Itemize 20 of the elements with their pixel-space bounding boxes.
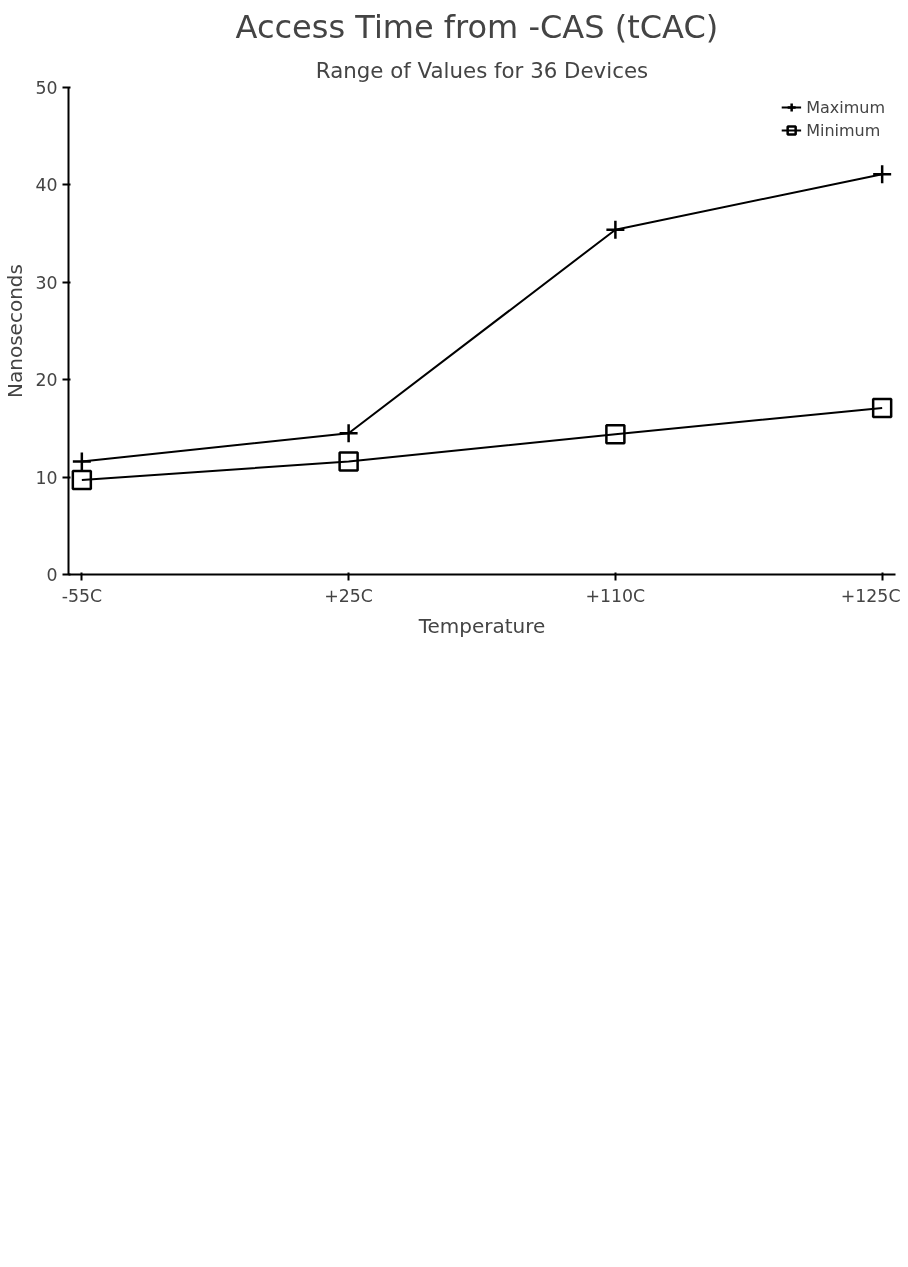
x-tick-label: +25C <box>324 585 373 606</box>
chart-title: Access Time from -CAS (tCAC) <box>235 7 719 46</box>
x-tick-label: +125C <box>840 585 901 606</box>
x-tick-label: +110C <box>585 585 646 606</box>
x-axis-title: Temperature <box>417 613 546 638</box>
legend-label: Maximum <box>806 97 885 117</box>
point <box>338 451 359 472</box>
point <box>871 397 893 419</box>
y-tick-label: 50 <box>35 78 58 98</box>
chart-subtitle: Range of Values for 36 Devices <box>315 57 649 83</box>
y-tick-label: 30 <box>35 272 58 293</box>
y-tick-label: 0 <box>46 565 58 585</box>
y-axis-title: Nanoseconds <box>3 264 28 398</box>
point <box>605 423 626 445</box>
y-tick-label: 10 <box>35 467 58 488</box>
point <box>71 469 93 491</box>
y-tick-label: 20 <box>35 370 58 391</box>
legend-label: Minimum <box>806 120 881 140</box>
y-tick-label: 40 <box>35 175 58 196</box>
x-tick-label: -55C <box>61 585 103 606</box>
